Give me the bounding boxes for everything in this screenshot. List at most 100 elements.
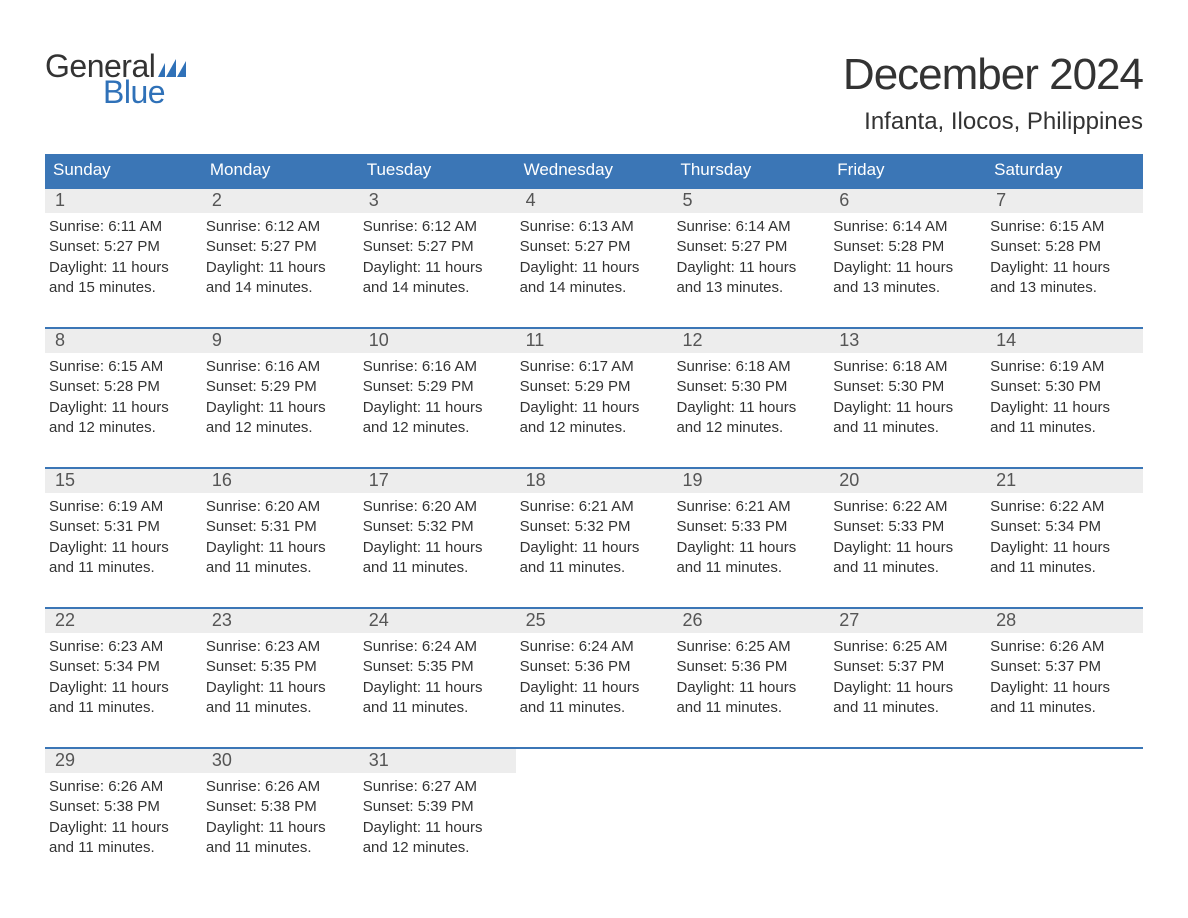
page-header: General Blue December 2024 Infanta, Iloc… (45, 50, 1143, 136)
day-sunset: Sunset: 5:28 PM (990, 237, 1137, 257)
day-day2: and 11 minutes. (833, 698, 980, 718)
day-day2: and 12 minutes. (363, 838, 510, 858)
day-day2: and 11 minutes. (206, 698, 353, 718)
calendar-day: 20Sunrise: 6:22 AMSunset: 5:33 PMDayligh… (829, 469, 986, 587)
day-day2: and 11 minutes. (676, 558, 823, 578)
days-of-week-row: Sunday Monday Tuesday Wednesday Thursday… (45, 154, 1143, 187)
day-sunrise: Sunrise: 6:17 AM (520, 357, 667, 377)
day-day2: and 11 minutes. (676, 698, 823, 718)
day-sunset: Sunset: 5:32 PM (520, 517, 667, 537)
day-day2: and 11 minutes. (833, 558, 980, 578)
day-day1: Daylight: 11 hours (676, 258, 823, 278)
day-number: 9 (208, 330, 222, 350)
day-number: 8 (51, 330, 65, 350)
calendar-day: 3 Sunrise: 6:12 AMSunset: 5:27 PMDaylight… (359, 189, 516, 307)
day-day1: Daylight: 11 hours (990, 258, 1137, 278)
calendar-day: 28Sunrise: 6:26 AMSunset: 5:37 PMDayligh… (986, 609, 1143, 727)
day-sunset: Sunset: 5:33 PM (676, 517, 823, 537)
calendar-day (986, 749, 1143, 867)
day-day2: and 12 minutes. (206, 418, 353, 438)
day-sunrise: Sunrise: 6:16 AM (206, 357, 353, 377)
day-details: Sunrise: 6:11 AMSunset: 5:27 PMDaylight:… (45, 217, 196, 298)
day-number: 15 (51, 470, 75, 490)
day-number: 21 (992, 470, 1016, 490)
day-details: Sunrise: 6:23 AMSunset: 5:34 PMDaylight:… (45, 637, 196, 718)
day-sunrise: Sunrise: 6:22 AM (833, 497, 980, 517)
day-number: 25 (522, 610, 546, 630)
day-day2: and 13 minutes. (676, 278, 823, 298)
day-sunrise: Sunrise: 6:23 AM (49, 637, 196, 657)
day-details: Sunrise: 6:18 AMSunset: 5:30 PMDaylight:… (829, 357, 980, 438)
day-sunrise: Sunrise: 6:14 AM (676, 217, 823, 237)
day-details: Sunrise: 6:23 AMSunset: 5:35 PMDaylight:… (202, 637, 353, 718)
day-day1: Daylight: 11 hours (990, 538, 1137, 558)
day-number: 17 (365, 470, 389, 490)
day-details: Sunrise: 6:26 AMSunset: 5:38 PMDaylight:… (202, 777, 353, 858)
calendar-week: 22Sunrise: 6:23 AMSunset: 5:34 PMDayligh… (45, 607, 1143, 727)
day-sunrise: Sunrise: 6:18 AM (676, 357, 823, 377)
day-details: Sunrise: 6:15 AMSunset: 5:28 PMDaylight:… (45, 357, 196, 438)
day-day2: and 12 minutes. (520, 418, 667, 438)
day-sunrise: Sunrise: 6:19 AM (990, 357, 1137, 377)
calendar: Sunday Monday Tuesday Wednesday Thursday… (45, 154, 1143, 867)
day-sunset: Sunset: 5:30 PM (676, 377, 823, 397)
calendar-day: 30Sunrise: 6:26 AMSunset: 5:38 PMDayligh… (202, 749, 359, 867)
dow-monday: Monday (202, 154, 359, 187)
day-day1: Daylight: 11 hours (676, 678, 823, 698)
day-sunrise: Sunrise: 6:12 AM (206, 217, 353, 237)
dow-friday: Friday (829, 154, 986, 187)
day-details: Sunrise: 6:15 AMSunset: 5:28 PMDaylight:… (986, 217, 1137, 298)
day-sunset: Sunset: 5:36 PM (520, 657, 667, 677)
day-sunset: Sunset: 5:31 PM (49, 517, 196, 537)
day-day1: Daylight: 11 hours (363, 818, 510, 838)
day-sunset: Sunset: 5:30 PM (833, 377, 980, 397)
day-day1: Daylight: 11 hours (49, 258, 196, 278)
day-details: Sunrise: 6:20 AMSunset: 5:32 PMDaylight:… (359, 497, 510, 578)
day-details: Sunrise: 6:22 AMSunset: 5:33 PMDaylight:… (829, 497, 980, 578)
day-sunrise: Sunrise: 6:26 AM (206, 777, 353, 797)
dow-wednesday: Wednesday (516, 154, 673, 187)
day-sunset: Sunset: 5:27 PM (206, 237, 353, 257)
day-day2: and 11 minutes. (49, 698, 196, 718)
day-day1: Daylight: 11 hours (49, 678, 196, 698)
day-day2: and 13 minutes. (833, 278, 980, 298)
day-day1: Daylight: 11 hours (363, 258, 510, 278)
day-details: Sunrise: 6:21 AMSunset: 5:33 PMDaylight:… (672, 497, 823, 578)
day-details: Sunrise: 6:18 AMSunset: 5:30 PMDaylight:… (672, 357, 823, 438)
calendar-day: 24Sunrise: 6:24 AMSunset: 5:35 PMDayligh… (359, 609, 516, 727)
calendar-day: 22Sunrise: 6:23 AMSunset: 5:34 PMDayligh… (45, 609, 202, 727)
calendar-day: 5Sunrise: 6:14 AMSunset: 5:27 PMDaylight… (672, 189, 829, 307)
day-details: Sunrise: 6:19 AMSunset: 5:31 PMDaylight:… (45, 497, 196, 578)
day-sunrise: Sunrise: 6:16 AM (363, 357, 510, 377)
calendar-day: 9Sunrise: 6:16 AMSunset: 5:29 PMDaylight… (202, 329, 359, 447)
day-day2: and 15 minutes. (49, 278, 196, 298)
day-day1: Daylight: 11 hours (206, 818, 353, 838)
day-day2: and 14 minutes. (363, 278, 510, 298)
day-number: 7 (992, 190, 1006, 210)
day-number: 3 (365, 190, 379, 210)
day-details: Sunrise: 6:26 AMSunset: 5:38 PMDaylight:… (45, 777, 196, 858)
day-sunrise: Sunrise: 6:11 AM (49, 217, 196, 237)
calendar-day: 25Sunrise: 6:24 AMSunset: 5:36 PMDayligh… (516, 609, 673, 727)
day-day1: Daylight: 11 hours (833, 398, 980, 418)
day-day1: Daylight: 11 hours (206, 538, 353, 558)
dow-thursday: Thursday (672, 154, 829, 187)
day-day2: and 11 minutes. (990, 698, 1137, 718)
day-sunset: Sunset: 5:27 PM (49, 237, 196, 257)
day-day1: Daylight: 11 hours (990, 398, 1137, 418)
calendar-week: 29Sunrise: 6:26 AMSunset: 5:38 PMDayligh… (45, 747, 1143, 867)
calendar-day: 31Sunrise: 6:27 AMSunset: 5:39 PMDayligh… (359, 749, 516, 867)
day-day1: Daylight: 11 hours (676, 538, 823, 558)
day-details: Sunrise: 6:24 AMSunset: 5:35 PMDaylight:… (359, 637, 510, 718)
day-sunrise: Sunrise: 6:19 AM (49, 497, 196, 517)
day-day2: and 11 minutes. (520, 698, 667, 718)
day-number: 5 (678, 190, 692, 210)
day-day1: Daylight: 11 hours (520, 398, 667, 418)
day-details: Sunrise: 6:12 AMSunset: 5:27 PMDaylight:… (359, 217, 510, 298)
day-number: 12 (678, 330, 702, 350)
calendar-day: 8 Sunrise: 6:15 AMSunset: 5:28 PMDaylight… (45, 329, 202, 447)
day-day2: and 11 minutes. (990, 418, 1137, 438)
dow-sunday: Sunday (45, 154, 202, 187)
day-sunset: Sunset: 5:35 PM (363, 657, 510, 677)
day-number: 19 (678, 470, 702, 490)
